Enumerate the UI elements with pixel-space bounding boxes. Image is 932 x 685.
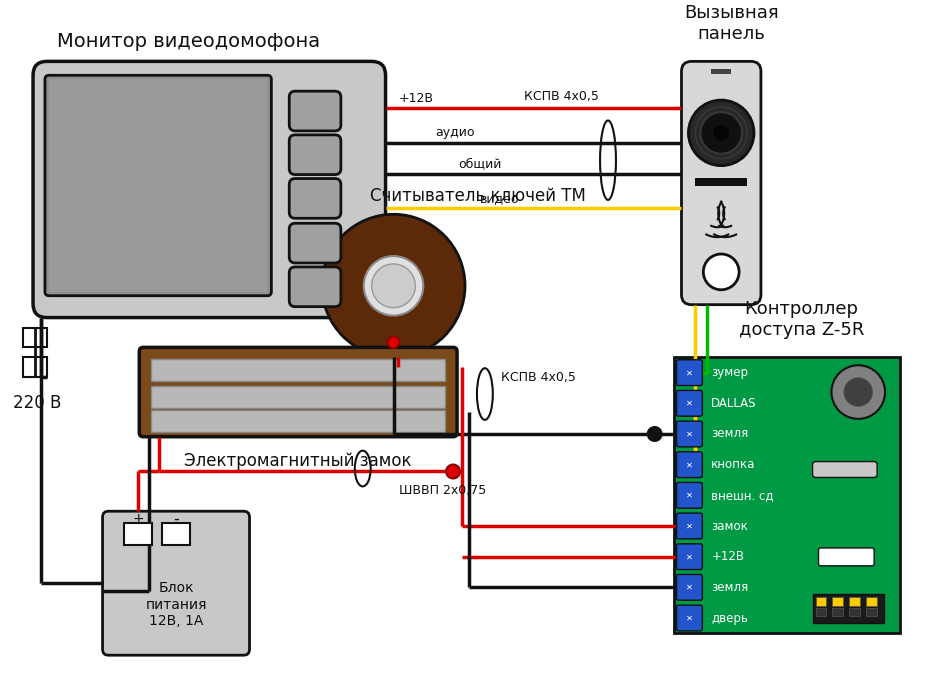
Text: ✕: ✕ <box>686 368 692 377</box>
Bar <box>849 597 860 606</box>
Text: ✕: ✕ <box>686 460 692 469</box>
Circle shape <box>446 464 460 478</box>
Text: Монитор видеодомофона: Монитор видеодомофона <box>58 32 321 51</box>
Text: ✕: ✕ <box>686 429 692 438</box>
Text: Блок
питания
12В, 1А: Блок питания 12В, 1А <box>145 582 207 627</box>
Bar <box>48 79 267 292</box>
Circle shape <box>704 254 739 290</box>
Text: замок: замок <box>711 519 748 532</box>
Circle shape <box>372 264 416 308</box>
Bar <box>23 358 47 377</box>
Bar <box>849 608 860 616</box>
FancyBboxPatch shape <box>289 135 341 175</box>
Text: ✕: ✕ <box>686 614 692 623</box>
Circle shape <box>322 214 465 358</box>
FancyBboxPatch shape <box>677 390 703 416</box>
FancyBboxPatch shape <box>677 452 703 477</box>
FancyBboxPatch shape <box>677 482 703 508</box>
FancyBboxPatch shape <box>818 548 874 566</box>
Bar <box>674 358 900 634</box>
Text: Электромагнитный замок: Электромагнитный замок <box>185 451 412 470</box>
Bar <box>813 594 884 623</box>
Circle shape <box>844 378 872 406</box>
FancyBboxPatch shape <box>45 75 271 296</box>
FancyBboxPatch shape <box>677 513 703 539</box>
Text: ✕: ✕ <box>686 399 692 408</box>
Text: аудио: аудио <box>435 126 474 139</box>
Circle shape <box>713 125 729 141</box>
Text: ✕: ✕ <box>686 552 692 561</box>
Text: видео: видео <box>480 192 519 205</box>
Circle shape <box>648 427 662 441</box>
Text: -: - <box>173 510 179 528</box>
Text: ✕: ✕ <box>686 491 692 500</box>
Circle shape <box>363 256 423 316</box>
FancyBboxPatch shape <box>289 91 341 131</box>
FancyBboxPatch shape <box>139 347 457 437</box>
Text: ✕: ✕ <box>686 521 692 530</box>
FancyBboxPatch shape <box>33 62 386 318</box>
Bar <box>695 177 747 186</box>
FancyBboxPatch shape <box>677 360 703 386</box>
FancyBboxPatch shape <box>289 223 341 263</box>
Text: зумер: зумер <box>711 366 748 379</box>
FancyBboxPatch shape <box>103 511 250 656</box>
Circle shape <box>700 112 742 153</box>
Bar <box>832 597 843 606</box>
Text: КСПВ 4х0,5: КСПВ 4х0,5 <box>524 90 598 103</box>
FancyBboxPatch shape <box>289 267 341 307</box>
Bar <box>162 523 190 545</box>
Text: ✕: ✕ <box>686 583 692 592</box>
Bar <box>832 608 843 616</box>
Bar <box>124 523 152 545</box>
Bar <box>816 608 827 616</box>
FancyBboxPatch shape <box>677 421 703 447</box>
Bar <box>816 597 827 606</box>
FancyBboxPatch shape <box>677 575 703 600</box>
Text: земля: земля <box>711 581 748 594</box>
FancyBboxPatch shape <box>677 544 703 569</box>
Bar <box>151 410 445 432</box>
FancyBboxPatch shape <box>681 62 761 305</box>
Text: Считыватель ключей ТМ: Считыватель ключей ТМ <box>370 188 586 206</box>
Text: дверь: дверь <box>711 612 748 625</box>
Text: КСПВ 4х0,5: КСПВ 4х0,5 <box>501 371 576 384</box>
Text: общий: общий <box>458 157 501 170</box>
Text: ШВВП 2х0,75: ШВВП 2х0,75 <box>399 484 486 497</box>
Circle shape <box>388 336 400 349</box>
Text: DALLAS: DALLAS <box>711 397 757 410</box>
Text: земля: земля <box>711 427 748 440</box>
Text: +12В: +12В <box>399 92 433 105</box>
Bar <box>151 360 445 381</box>
FancyBboxPatch shape <box>813 462 877 477</box>
Circle shape <box>689 100 754 166</box>
Circle shape <box>831 365 885 419</box>
FancyBboxPatch shape <box>289 179 341 219</box>
Bar <box>151 386 445 408</box>
Text: Контроллер
доступа Z-5R: Контроллер доступа Z-5R <box>739 300 864 339</box>
Bar <box>866 608 877 616</box>
Bar <box>711 69 731 74</box>
Text: +12В: +12В <box>711 550 745 563</box>
Text: 220 В: 220 В <box>13 394 62 412</box>
Text: +: + <box>132 512 144 526</box>
Bar <box>866 597 877 606</box>
Text: внешн. сд: внешн. сд <box>711 489 774 502</box>
Text: Вызывная
панель: Вызывная панель <box>684 4 778 43</box>
FancyBboxPatch shape <box>677 605 703 631</box>
Bar <box>23 327 47 347</box>
Text: кнопка: кнопка <box>711 458 756 471</box>
